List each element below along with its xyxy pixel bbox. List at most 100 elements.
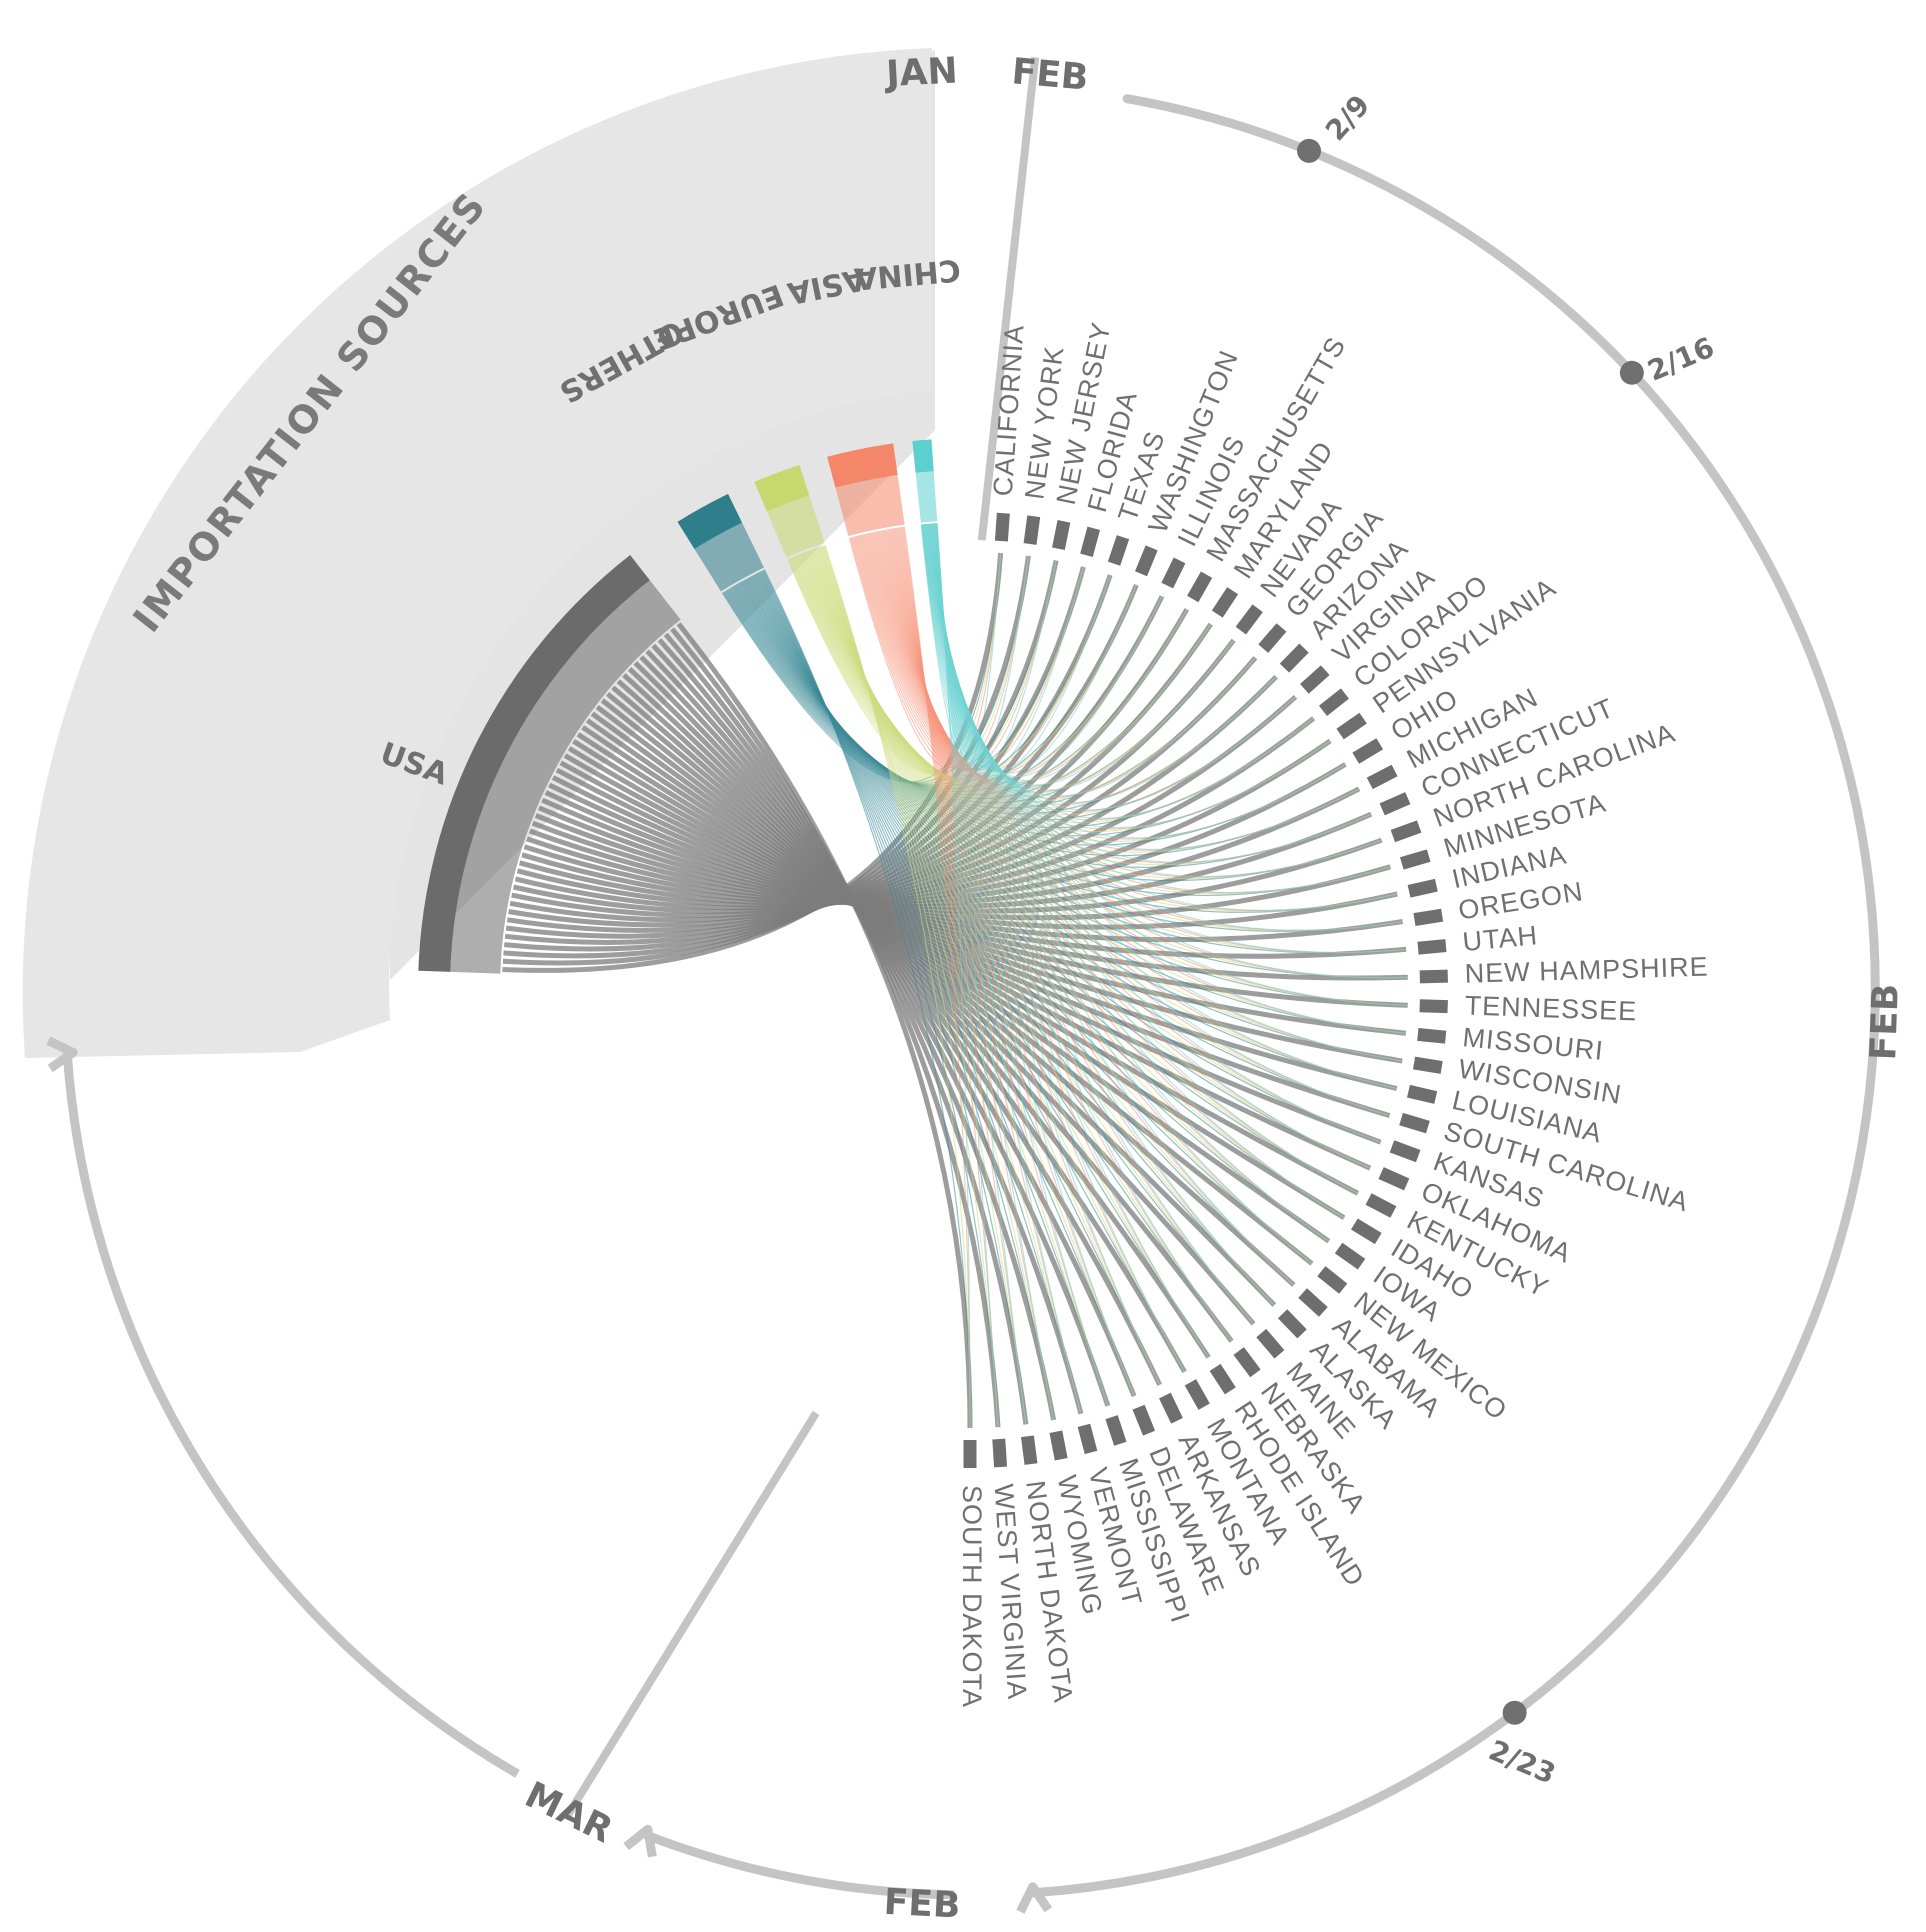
flow-usa-colorado [518, 716, 1316, 906]
flow-usa-arizona [514, 674, 1278, 911]
flow-china-south-dakota [936, 523, 971, 1429]
source-arc-europe [754, 465, 810, 512]
flow-usa-mississippi [645, 649, 1111, 1407]
state-tick-minnesota [1400, 849, 1431, 870]
flow-usa-minnesota [534, 813, 1392, 921]
state-tick-pennsylvania [1336, 712, 1367, 740]
jan-feb-divider [977, 56, 1040, 541]
state-tick-rhode-island [1209, 1363, 1236, 1395]
state-tick-colorado [1318, 688, 1349, 716]
state-tick-indiana [1407, 878, 1438, 898]
state-tick-montana [1184, 1379, 1210, 1410]
date-label-0: 2/9 [1319, 88, 1376, 147]
source-band-usa [450, 580, 681, 974]
source-band-china [915, 471, 938, 523]
flow-usa-nebraska [616, 679, 1234, 1343]
state-tick-oklahoma [1378, 1167, 1410, 1191]
source-arc-others [677, 493, 743, 550]
date-marker-0 [1297, 138, 1322, 163]
state-tick-idaho [1350, 1218, 1382, 1245]
timeline-arc-feb [1028, 94, 1880, 1898]
source-arc-china [912, 439, 934, 473]
state-tick-arkansas [1159, 1392, 1183, 1424]
flow-usa-montana [627, 667, 1187, 1374]
state-tick-maine [1256, 1328, 1285, 1359]
flow-usa-south-dakota [676, 622, 973, 1429]
state-tick-iowa [1334, 1242, 1366, 1270]
flow-usa-west-virginia [670, 627, 1001, 1428]
month-label-feb-right: FEB [1863, 983, 1907, 1061]
flow-usa-wyoming [657, 638, 1057, 1421]
source-band-asia [835, 475, 905, 537]
state-label-new-hampshire: NEW HAMPSHIRE [1464, 952, 1709, 989]
date-marker-2 [1502, 1700, 1527, 1725]
month-label-mar: MAR [519, 1774, 619, 1851]
feb-mar-divider [563, 1410, 820, 1819]
state-tick-kansas [1389, 1140, 1421, 1163]
state-tick-alabama [1298, 1288, 1328, 1317]
state-tick-new-york [1023, 515, 1041, 545]
state-tick-delaware [1132, 1404, 1156, 1436]
state-tick-washington [1134, 545, 1158, 577]
state-tick-kentucky [1365, 1193, 1397, 1218]
month-label-feb-bottom: FEB [883, 1882, 962, 1927]
state-tick-vermont [1077, 1423, 1098, 1455]
timeline-arrow-feb-late [623, 1824, 657, 1858]
month-label-feb: FEB [1010, 51, 1090, 99]
flow-usa-alabama [600, 698, 1296, 1287]
timeline: JAN FEB FEB FEB MAR 2/9 2/16 2/23 [46, 50, 1907, 1927]
state-tick-south-carolina [1399, 1112, 1430, 1134]
source-arc-asia [827, 443, 898, 488]
state-tick-georgia [1258, 623, 1287, 653]
flow-usa-vermont [651, 643, 1084, 1415]
flow-asia-illinois [855, 535, 1163, 780]
state-tick-connecticut [1379, 792, 1411, 816]
flow-usa-california [502, 552, 1004, 973]
importation-sources-wedge [22, 48, 933, 1058]
state-tick-new-jersey [1052, 520, 1071, 551]
state-label-tennessee: TENNESSEE [1464, 990, 1637, 1026]
source-arc-usa [418, 555, 650, 972]
timeline-arc-mar [62, 1052, 520, 1778]
flow-usa-maine [611, 685, 1256, 1326]
flow-usa-utah [544, 790, 1407, 959]
flow-usa-south-carolina [567, 746, 1391, 1118]
timeline-arc-feb-late [644, 1830, 955, 1900]
flow-usa-iowa [590, 711, 1331, 1244]
source-band-others [694, 522, 764, 592]
flow-others-massachusetts [727, 588, 1188, 796]
state-tick-texas [1107, 535, 1130, 566]
flow-usa-arkansas [633, 661, 1162, 1386]
state-tick-utah [1417, 939, 1447, 955]
flow-others-south-dakota [763, 569, 971, 1429]
state-tick-ohio [1352, 738, 1384, 764]
state-tick-new-mexico [1317, 1266, 1348, 1294]
source-band-europe [766, 495, 825, 558]
month-label-jan: JAN [882, 50, 958, 95]
state-tick-north-carolina [1390, 820, 1422, 843]
flow-europe-south-dakota [824, 544, 971, 1429]
timeline-arrow-mar [46, 1036, 78, 1073]
state-tick-missouri [1417, 1027, 1447, 1044]
date-label-1: 2/16 [1643, 331, 1719, 388]
flow-usa-missouri [555, 767, 1407, 1036]
state-tick-west-virginia [992, 1438, 1008, 1468]
state-tick-louisiana [1407, 1084, 1438, 1104]
state-tick-california [994, 512, 1010, 542]
state-tick-virginia [1300, 665, 1330, 694]
flow-usa-alaska [606, 691, 1277, 1307]
flow-asia-south-dakota [903, 526, 971, 1429]
state-tick-tennessee [1419, 999, 1448, 1014]
flow-usa-kentucky [581, 725, 1360, 1196]
state-tick-wisconsin [1412, 1056, 1443, 1074]
state-tick-wyoming [1049, 1430, 1068, 1461]
date-marker-1 [1619, 360, 1644, 385]
date-label-2: 2/23 [1484, 1733, 1560, 1790]
state-tick-alaska [1277, 1309, 1307, 1339]
flow-china-north-dakota [935, 523, 1027, 1425]
state-tick-oregon [1413, 908, 1444, 927]
state-tick-nebraska [1233, 1347, 1261, 1378]
state-tick-michigan [1366, 764, 1398, 790]
state-tick-arizona [1279, 643, 1309, 673]
